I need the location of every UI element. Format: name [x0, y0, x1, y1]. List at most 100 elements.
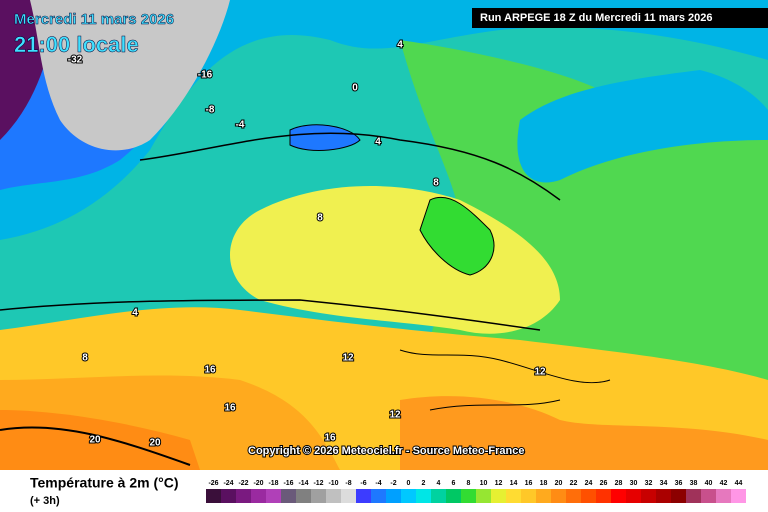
scale-swatch — [596, 489, 611, 503]
scale-label: 34 — [660, 480, 668, 487]
map-date: Mercredi 11 mars 2026 — [14, 11, 174, 28]
greenland — [30, 0, 230, 151]
isotherm — [0, 426, 191, 466]
scale-swatch — [551, 489, 566, 503]
scale-swatch — [641, 489, 656, 503]
scale-swatch — [536, 489, 551, 503]
contour-label: 16 — [224, 403, 236, 414]
contour-label: -4 — [236, 120, 245, 131]
map: -32 -16 -8 -4 0 4 4 8 8 12 12 16 16 20 20 4 8 12 16 — [0, 0, 768, 470]
map-time: 21:00 locale — [14, 32, 139, 57]
scale-label: 20 — [555, 480, 563, 487]
scale-label: -2 — [390, 480, 396, 487]
scale-swatch — [521, 489, 536, 503]
scale-swatch — [446, 489, 461, 503]
contour-label: 16 — [204, 365, 216, 376]
scale-swatch — [461, 489, 476, 503]
scale-label: 8 — [467, 480, 471, 487]
scale-label: 26 — [600, 480, 608, 487]
scale-label: -24 — [223, 480, 233, 487]
scale-label: -20 — [253, 480, 263, 487]
scale-label: 4 — [437, 480, 441, 487]
scale-label: -10 — [328, 480, 338, 487]
scale-label: 0 — [407, 480, 411, 487]
scale-label: 2 — [422, 480, 426, 487]
scale-label: -12 — [313, 480, 323, 487]
scale-label: -6 — [360, 480, 366, 487]
scandinavia — [517, 70, 768, 183]
run-info: Run ARPEGE 18 Z du Mercredi 11 mars 2026 — [480, 12, 713, 24]
scale-swatch — [716, 489, 731, 503]
isotherm — [139, 132, 561, 201]
legend-title: Température à 2m (°C) — [30, 475, 179, 491]
scale-label: 42 — [720, 480, 728, 487]
scale-label: 44 — [735, 480, 743, 487]
scale-swatch — [656, 489, 671, 503]
contour-label: 12 — [342, 353, 354, 364]
scale-label: 40 — [705, 480, 713, 487]
scale-label: -14 — [298, 480, 308, 487]
british-isles — [419, 196, 495, 276]
iceland — [289, 124, 361, 151]
contour-label: 12 — [534, 367, 546, 378]
scale-swatch — [341, 489, 356, 503]
scale-label: -8 — [345, 480, 351, 487]
contour-label: 20 — [149, 438, 161, 449]
scale-label: 32 — [645, 480, 653, 487]
scale-label: 12 — [495, 480, 503, 487]
contour-label: 0 — [352, 83, 358, 94]
contour-labels: -32 -16 -8 -4 0 4 4 8 8 12 12 16 16 20 20 4 8 12 16 — [67, 39, 547, 450]
contour-label: 4 — [132, 308, 138, 319]
scale-swatch — [416, 489, 431, 503]
contour-label: 12 — [389, 410, 401, 421]
scale-swatch — [476, 489, 491, 503]
scale-swatch — [251, 489, 266, 503]
scale-swatch — [431, 489, 446, 503]
scale-swatch — [326, 489, 341, 503]
contour-label: -16 — [198, 70, 213, 81]
scale-swatch — [386, 489, 401, 503]
scale-swatch — [266, 489, 281, 503]
contour-label: 16 — [324, 433, 336, 444]
contour-label: 8 — [82, 353, 88, 364]
scale-swatch — [281, 489, 296, 503]
contour-label: 20 — [89, 435, 101, 446]
scale-swatch — [356, 489, 371, 503]
scale-label: 16 — [525, 480, 533, 487]
contour-label: 8 — [317, 213, 323, 224]
scale-label: 18 — [540, 480, 548, 487]
coastline — [399, 349, 611, 411]
scale-swatch — [401, 489, 416, 503]
scale-label: 36 — [675, 480, 683, 487]
scale-label: -16 — [283, 480, 293, 487]
scale-swatch — [701, 489, 716, 503]
legend-scale: -26 -24 -22 -20 -18 -16 -14 -12 -10 -8 -6 -4 -2 0 2 4 6 8… — [206, 480, 746, 503]
scale-swatch — [371, 489, 386, 503]
scale-label: 38 — [690, 480, 698, 487]
scale-label: 24 — [585, 480, 593, 487]
scale-swatch — [491, 489, 506, 503]
scale-swatch — [626, 489, 641, 503]
scale-label: -22 — [238, 480, 248, 487]
run-box — [472, 8, 768, 28]
hot-area — [0, 410, 200, 470]
legend-subtitle: (+ 3h) — [30, 495, 60, 507]
scale-label: -18 — [268, 480, 278, 487]
scale-swatch — [506, 489, 521, 503]
scale-swatch — [296, 489, 311, 503]
scale-swatch — [311, 489, 326, 503]
north-africa — [400, 396, 768, 470]
scale-swatch — [671, 489, 686, 503]
scale-swatch — [581, 489, 596, 503]
isotherm — [0, 299, 541, 331]
scale-swatch — [731, 489, 746, 503]
scale-label: 10 — [480, 480, 488, 487]
contour-label: 8 — [433, 178, 439, 189]
scale-label: 30 — [630, 480, 638, 487]
scale-label: 28 — [615, 480, 623, 487]
scale-label: 14 — [510, 480, 518, 487]
contour-label: 4 — [397, 40, 403, 51]
scale-swatch — [611, 489, 626, 503]
scale-label: -4 — [375, 480, 381, 487]
